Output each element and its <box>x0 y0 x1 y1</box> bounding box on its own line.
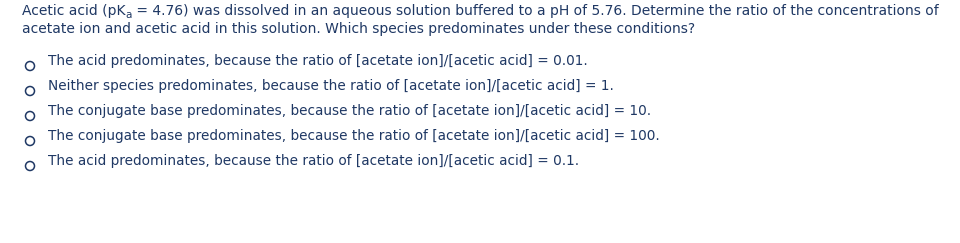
Text: = 4.76) was dissolved in an aqueous solution buffered to a pH of 5.76. Determine: = 4.76) was dissolved in an aqueous solu… <box>132 4 939 18</box>
Text: Acetic acid (pK: Acetic acid (pK <box>22 4 126 18</box>
Text: The acid predominates, because the ratio of [acetate ion]/[acetic acid] = 0.01.: The acid predominates, because the ratio… <box>48 54 588 68</box>
Text: The conjugate base predominates, because the ratio of [acetate ion]/[acetic acid: The conjugate base predominates, because… <box>48 104 651 118</box>
Text: Neither species predominates, because the ratio of [acetate ion]/[acetic acid] =: Neither species predominates, because th… <box>48 79 613 93</box>
Text: a: a <box>126 9 132 19</box>
Text: acetate ion and acetic acid in this solution. Which species predominates under t: acetate ion and acetic acid in this solu… <box>22 22 695 36</box>
Text: The acid predominates, because the ratio of [acetate ion]/[acetic acid] = 0.1.: The acid predominates, because the ratio… <box>48 154 579 168</box>
Text: The conjugate base predominates, because the ratio of [acetate ion]/[acetic acid: The conjugate base predominates, because… <box>48 129 660 143</box>
